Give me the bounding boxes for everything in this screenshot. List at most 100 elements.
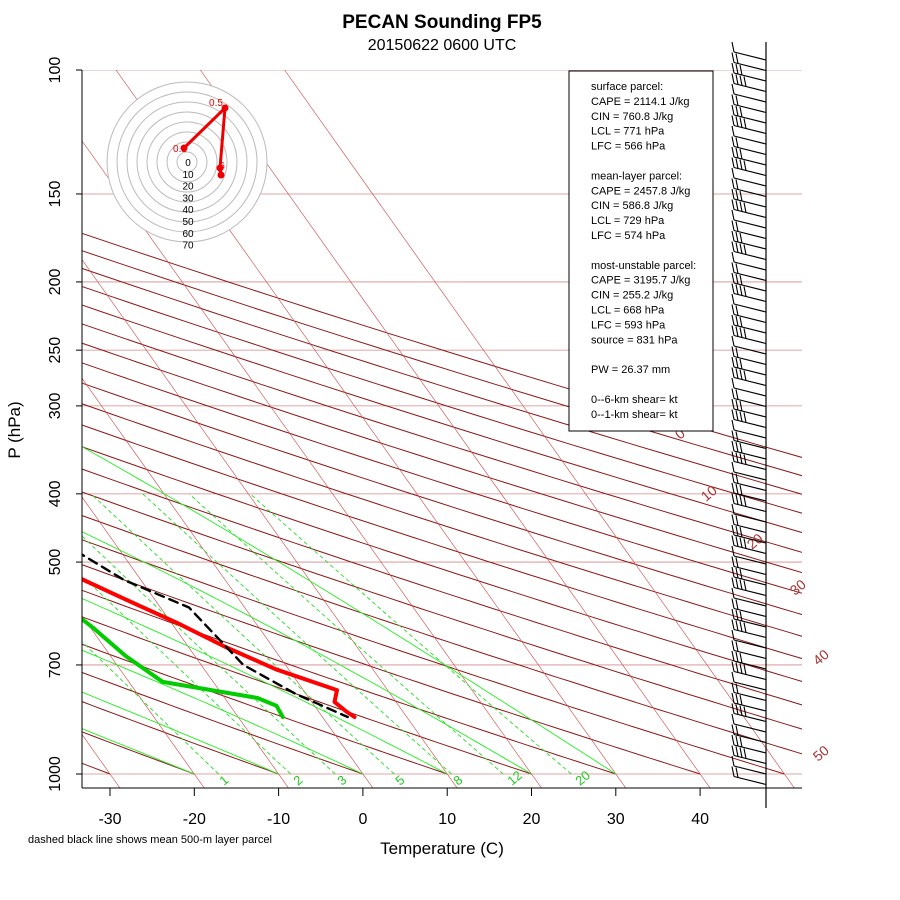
wind-barb	[731, 682, 767, 702]
wind-barb	[731, 419, 767, 439]
wind-barbs	[731, 41, 767, 808]
wind-barb	[731, 314, 767, 334]
info-line: CIN = 586.8 J/kg	[591, 200, 673, 212]
dry-adiabat	[82, 267, 802, 495]
wind-barb	[731, 262, 767, 282]
mixing-ratio-line	[82, 575, 291, 775]
wind-barb	[731, 724, 767, 744]
y-tick-label: 400	[47, 480, 64, 507]
info-line: source = 831 hPa	[591, 334, 678, 346]
dry-adiabat	[82, 250, 802, 477]
wind-barb	[731, 199, 767, 219]
hodograph-point	[216, 164, 224, 172]
wind-barb	[731, 251, 767, 271]
moist-adiabat	[82, 691, 279, 775]
wind-barb	[731, 692, 767, 712]
hodograph-height-label: 6	[219, 161, 225, 172]
x-axis-label: Temperature (C)	[380, 839, 504, 858]
dry-adiabat	[82, 589, 616, 775]
isotherm-label: 10	[698, 482, 720, 504]
hodograph-point	[217, 171, 225, 179]
info-line: CAPE = 2457.8 J/kg	[591, 185, 690, 197]
isotherm-label: 40	[810, 646, 832, 668]
moist-adiabat	[82, 531, 532, 775]
dry-adiabat	[82, 616, 532, 775]
hodograph-ring-label: 30	[182, 193, 194, 204]
mixing-ratio-label: 20	[572, 768, 593, 789]
info-line: LCL = 668 hPa	[591, 305, 665, 317]
moist-adiabat	[82, 728, 195, 775]
dry-adiabat	[82, 403, 802, 637]
y-tick-label: 200	[47, 268, 64, 295]
wind-barb	[731, 230, 767, 250]
mixing-ratio-line	[90, 493, 395, 775]
wind-barb	[731, 167, 767, 187]
wind-barb	[731, 346, 767, 366]
wind-barb	[731, 461, 767, 481]
mixing-ratio-label: 3	[334, 772, 349, 788]
x-tick-label: -20	[183, 811, 206, 828]
info-box-frame	[568, 70, 714, 432]
wind-barb	[731, 472, 767, 492]
moist-adiabat-lines	[82, 446, 617, 775]
dry-adiabat	[82, 285, 802, 514]
wind-barb	[731, 440, 767, 460]
hodograph-ring	[146, 121, 228, 203]
dry-adiabat	[82, 304, 802, 534]
isotherm-line	[82, 259, 458, 788]
info-line: LFC = 574 hPa	[591, 230, 666, 242]
mixing-ratio-label: 2	[290, 772, 305, 788]
footnote: dashed black line shows mean 500-m layer…	[28, 834, 272, 846]
hodograph-height-label: 0.5	[209, 98, 223, 109]
info-line: surface parcel:	[591, 81, 663, 93]
wind-barb	[731, 398, 767, 418]
isotherm-line	[82, 615, 205, 788]
dry-adiabat-lines	[82, 70, 802, 788]
dry-adiabat	[82, 446, 802, 682]
temperature-axis: -30 -20 -10 0 10 20 30 40	[82, 787, 802, 828]
y-tick-label: 700	[47, 652, 64, 679]
wind-barb	[731, 430, 767, 450]
info-line: LCL = 771 hPa	[591, 126, 665, 138]
pressure-axis: 100 150 200 250 300 400 500 700 1000	[47, 57, 83, 792]
x-tick-label: 40	[691, 811, 709, 828]
dry-adiabat	[82, 323, 802, 553]
x-tick-label: -10	[267, 811, 290, 828]
wind-barb	[731, 671, 767, 691]
wind-barb	[731, 503, 767, 523]
wind-barb	[731, 524, 767, 544]
info-line: PW = 26.37 mm	[591, 364, 670, 376]
hodograph-trace	[182, 104, 227, 176]
wind-barb	[731, 514, 767, 534]
info-line: 0--6-km shear= kt	[591, 394, 678, 406]
dry-adiabat	[82, 424, 802, 660]
dry-adiabat	[82, 539, 785, 775]
wind-barb	[731, 136, 767, 156]
moist-adiabat	[82, 597, 448, 775]
mixing-ratio-label: 5	[392, 772, 407, 788]
wind-barb	[731, 587, 767, 607]
info-line: CAPE = 3195.7 J/kg	[591, 275, 690, 287]
info-line: LFC = 593 hPa	[591, 319, 666, 331]
wind-barb	[731, 629, 767, 649]
wind-barb	[731, 493, 767, 513]
hodograph-ring-label: 0	[185, 158, 191, 169]
info-line: CIN = 760.8 J/kg	[591, 111, 673, 123]
wind-barb	[731, 220, 767, 240]
wind-barb	[731, 157, 767, 177]
wind-barb	[731, 304, 767, 324]
mixing-ratio-line	[142, 493, 452, 775]
wind-barb	[731, 377, 767, 397]
wind-barb	[731, 608, 767, 628]
isotherm-label: 30	[787, 576, 809, 598]
wind-barb	[731, 188, 767, 208]
isotherm-line	[82, 496, 289, 788]
wind-barb	[731, 125, 767, 145]
wind-barb	[731, 745, 767, 765]
hodograph-ring	[156, 131, 218, 193]
dry-adiabat	[82, 362, 802, 594]
x-tick-label: 10	[438, 811, 456, 828]
wind-barb	[731, 482, 767, 502]
dry-adiabat	[82, 671, 364, 775]
